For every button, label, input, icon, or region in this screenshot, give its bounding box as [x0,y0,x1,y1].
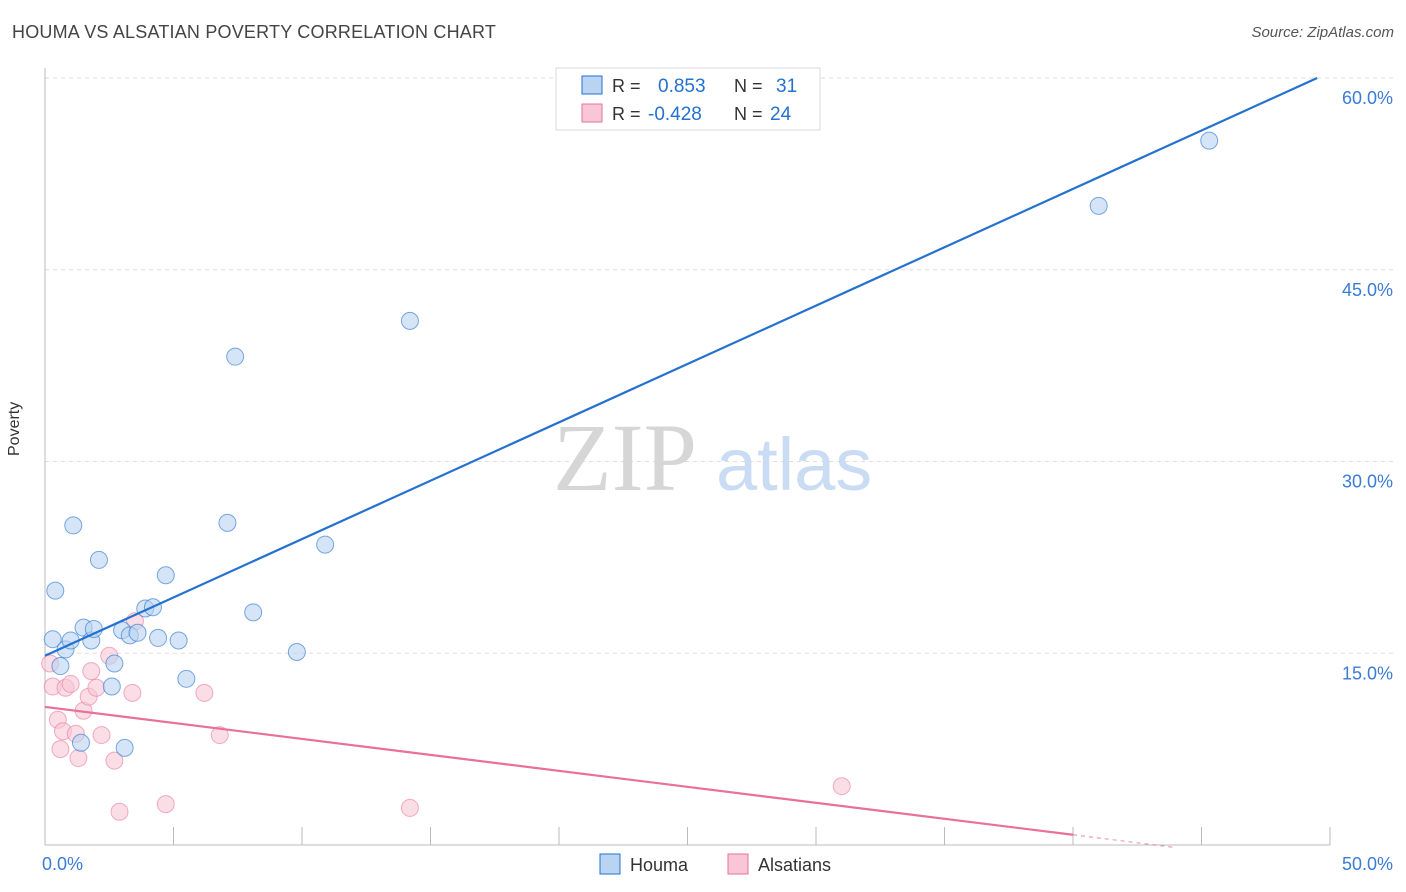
houma-point [244,603,263,622]
houma-point [287,642,306,661]
alsatians-trend-line [44,705,1074,836]
alsatians-point [92,726,111,745]
stats-r-value: -0.428 [648,104,702,125]
chart-title: HOUMA VS ALSATIAN POVERTY CORRELATION CH… [12,22,497,42]
axes [44,68,1331,846]
stats-n-label: N = [734,76,763,96]
legend-label-houma: Houma [630,855,689,875]
stats-legend: R = 0.853 N = 31 R = -0.428 N = 24 [555,67,821,131]
alsatians-point [400,798,419,817]
gridlines [45,77,1395,654]
alsatians-point [195,683,214,702]
houma-point [149,628,168,647]
alsatians-point [87,678,106,697]
houma-point [400,311,419,330]
houma-point [64,516,83,535]
legend-label-alsatians: Alsatians [758,855,831,875]
houma-point [156,566,175,585]
alsatians-point [69,749,88,768]
stats-swatch-houma [581,75,603,95]
x-tick-labels: 0.0% 50.0% [42,854,1393,874]
stats-n-label: N = [734,104,763,124]
houma-point [105,654,124,673]
watermark-atlas: atlas [716,423,872,506]
houma-point [226,347,245,366]
houma-point [177,669,196,688]
houma-trend-line [44,76,1318,657]
source-note: Source: ZipAtlas.com [1251,24,1394,41]
y-tick-label: 15.0% [1342,663,1393,683]
houma-point [46,581,65,600]
houma-point [51,657,70,676]
alsatians-point [61,674,80,693]
x-tick-label: 50.0% [1342,854,1393,874]
houma-point [169,631,188,650]
trend-lines [44,76,1318,849]
stats-swatch-alsatians [581,103,603,123]
houma-point [89,550,108,569]
houma-point [71,733,90,752]
houma-point [102,677,121,696]
y-tick-label: 60.0% [1342,88,1393,108]
houma-point [218,513,237,532]
houma-point [1089,196,1108,215]
legend-swatch-houma [599,853,621,875]
stats-n-value: 31 [776,76,797,97]
alsatians-point [82,662,101,681]
stats-r-label: R = [612,104,641,124]
houma-point [1200,131,1219,150]
y-tick-label: 45.0% [1342,280,1393,300]
alsatians-point [832,777,851,796]
alsatians-point [51,740,70,759]
alsatians-trend-extension [1072,834,1176,849]
alsatians-point [156,795,175,814]
alsatians-point [105,751,124,770]
alsatians-point [210,726,229,745]
watermark: ZIP atlas [553,404,872,511]
stats-n-value: 24 [770,104,792,125]
legend-swatch-alsatians [727,853,749,875]
y-tick-label: 30.0% [1342,472,1393,492]
series-legend: Houma Alsatians [599,853,831,875]
watermark-zip: ZIP [553,404,697,511]
x-tick-label: 0.0% [42,854,83,874]
houma-point [84,619,103,638]
alsatians-point [123,683,142,702]
stats-r-label: R = [612,76,641,96]
y-tick-labels: 15.0% 30.0% 45.0% 60.0% [1342,88,1393,683]
houma-point [128,623,147,642]
houma-point [43,630,62,649]
alsatians-point [110,802,129,821]
stats-r-value: 0.853 [658,76,706,97]
houma-point [115,738,134,757]
houma-point [316,535,335,554]
